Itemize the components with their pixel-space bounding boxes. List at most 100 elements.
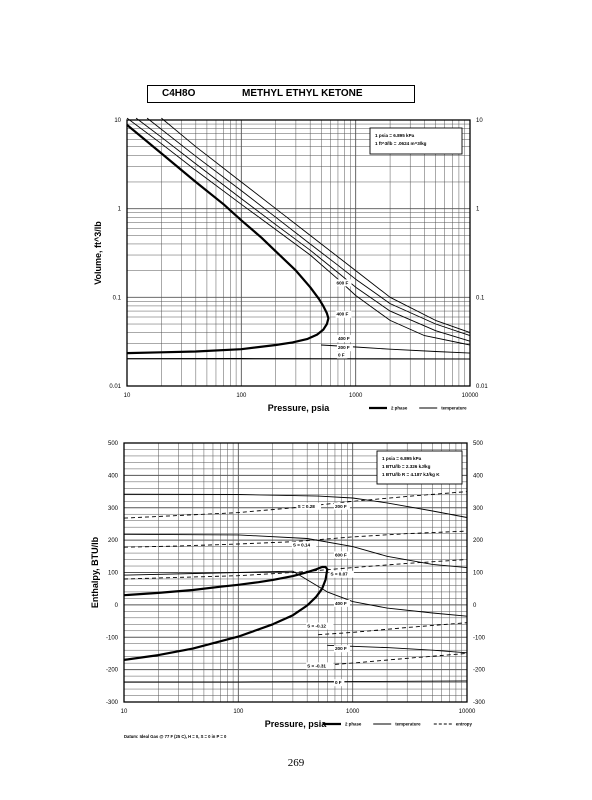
chart2-annotation-label: 0 F: [335, 680, 342, 685]
chart2-annotation-label: S = 0.14: [293, 543, 311, 548]
chart1-y-tick-label-left: 0.1: [113, 295, 122, 301]
chart2-annotation-label: 200 F: [335, 646, 347, 651]
chart1-x-axis-label: Pressure, psia: [268, 403, 331, 413]
chart2-annotation-label: 400 F: [335, 601, 347, 606]
chart2-y-tick-label-right: -100: [473, 635, 486, 641]
chart2-legend-label: 2 phase: [345, 722, 362, 727]
chart1-y-tick-label-left: 1: [118, 207, 122, 213]
chart2-annotation-bg: [333, 599, 350, 607]
chart2-entropy-line-8: [123, 559, 468, 580]
chart2-annotation-bg: [291, 541, 317, 549]
chart2-y-tick-label-left: 200: [108, 538, 119, 544]
chart2-y-tick-label-left: -200: [106, 668, 119, 674]
chart2-annotation-bg: [333, 551, 350, 559]
title-box: C4H8O METHYL ETHYL KETONE: [147, 85, 415, 103]
chart1-annotation-bg: [336, 344, 353, 352]
chart1-x-tick-label: 100: [236, 393, 247, 399]
chart1-x-tick-label: 10000: [462, 393, 479, 399]
chart2-plot-frame: [123, 442, 468, 703]
chart2-x-axis-label: Pressure, psia: [265, 719, 328, 729]
chart1-conversion-note-text: 1 psia = 6.895 kPa: [375, 133, 415, 138]
chart1-legend-label: 2 phase: [391, 406, 408, 411]
chart1-annotation-bg: [335, 310, 352, 318]
chart2-annotation-label: S = -0.31: [307, 663, 326, 668]
chart2-annotation-label: S = 0.28: [298, 504, 316, 509]
chart2-y-tick-label-right: 200: [473, 538, 484, 544]
chart2-conversion-note-text: 1 psia = 6.895 kPa: [382, 456, 422, 461]
chart2-isotherm-line-2: [123, 533, 468, 569]
chart2-isotherm-line-1: [123, 493, 468, 518]
chart2-x-tick-label: 10000: [459, 709, 476, 715]
chart2-annotation-label: 200 F: [335, 504, 347, 509]
chart2-conversion-note-text: 1 BTU/lb R = 4.187 kJ/kg K: [382, 472, 440, 477]
chart1-y-axis-label: Volume, ft^3/lb: [93, 221, 103, 285]
chart1-isotherm-line-2: [135, 117, 471, 342]
chart2-y-tick-label-right: -200: [473, 668, 486, 674]
chart1-annotation-label: 400 F: [337, 312, 349, 317]
chart1-annotation-label: 600 F: [337, 280, 349, 285]
chart2-y-tick-label-left: 300: [108, 506, 119, 512]
chart1-y-tick-label-right: 10: [476, 118, 483, 124]
chart1-conversion-note-box: [369, 127, 463, 155]
chart2-entropy-line-9: [318, 622, 468, 636]
chart1-x-tick-label: 10: [124, 393, 131, 399]
chart1-isotherm-line-6: [126, 357, 471, 360]
chart1-y-tick-label-left: 0.01: [109, 384, 121, 390]
chart2-conversion-note-box: [376, 450, 463, 485]
chart2-y-tick-label-right: -300: [473, 700, 486, 706]
chart2-isotherm-line-5: [124, 680, 468, 683]
chart2-annotation-bg: [306, 622, 334, 630]
chart2-two-phase-curve: [123, 565, 329, 661]
chart2-x-tick-label: 1000: [346, 709, 360, 715]
chart2-conversion-note-text: 1 BTU/lb = 2.326 kJ/kg: [382, 464, 431, 469]
chart1-two-phase-curve: [126, 124, 330, 355]
chart2-annotation-bg: [329, 570, 354, 578]
chart2-y-tick-label-left: 0: [115, 603, 119, 609]
chart2-y-tick-label-right: 500: [473, 441, 484, 447]
chart2-annotation-label: S = 0.07: [331, 572, 349, 577]
chart1-annotation-bg: [335, 279, 352, 287]
chart2-y-tick-label-left: 400: [108, 473, 119, 479]
chemical-name: METHYL ETHYL KETONE: [242, 88, 363, 99]
chart2-y-tick-label-left: -300: [106, 700, 119, 706]
chart2-legend-label: entropy: [456, 722, 473, 727]
chart1-conversion-note-text: 1 ft^3/lb = .0624 m^3/kg: [375, 141, 427, 146]
chart2-y-axis-label: Enthalpy, BTU/lb: [90, 536, 100, 608]
chart2-annotation-label: 600 F: [335, 552, 347, 557]
chart1-annotation-bg: [336, 351, 348, 359]
chart1-annotation-label: 0 F: [338, 353, 345, 358]
chart2-annotation-bg: [333, 645, 350, 653]
chart2-y-tick-label-left: 500: [108, 441, 119, 447]
chart1-x-tick-label: 1000: [349, 393, 363, 399]
chart2-y-tick-label-right: 400: [473, 473, 484, 479]
chart1-y-tick-label-right: 0.01: [476, 384, 488, 390]
chart2-legend-label: temperature: [395, 722, 421, 727]
chart2-y-tick-label-left: -100: [106, 635, 119, 641]
chart2-y-tick-label-right: 0: [473, 603, 477, 609]
chart1-y-tick-label-right: 1: [476, 207, 480, 213]
chart1-annotation-label: 400 F: [338, 336, 350, 341]
chart2-y-tick-label-right: 300: [473, 506, 484, 512]
chart2-y-tick-label-left: 100: [108, 571, 119, 577]
chart2-annotation-bg: [306, 662, 334, 670]
chart1-annotation-label: 200 F: [338, 345, 350, 350]
chart1-legend-label: temperature: [441, 406, 467, 411]
chart2-annotation-bg: [296, 502, 322, 510]
chart1-annotation-bg: [336, 335, 353, 343]
chart1-y-tick-label-left: 10: [114, 118, 121, 124]
chart2-annotation-bg: [333, 502, 350, 510]
chart2-x-tick-label: 10: [121, 709, 128, 715]
chart2-datum-footnote: Datum: Ideal Gas @ 77 F (25 C), H = 0, S…: [124, 734, 227, 739]
chart2-annotation-bg: [333, 679, 345, 687]
chart2-isotherm-line-3: [123, 570, 468, 617]
chart1-plot-frame: [126, 119, 471, 387]
page-number: 269: [287, 757, 305, 769]
chart2-x-tick-label: 100: [233, 709, 244, 715]
chart2-annotation-label: S = -0.12: [307, 624, 326, 629]
chart1-y-tick-label-right: 0.1: [476, 295, 485, 301]
chart2-y-tick-label-right: 100: [473, 571, 484, 577]
chemical-formula: C4H8O: [162, 88, 196, 99]
chart1-isotherm-line-1: [126, 117, 471, 346]
